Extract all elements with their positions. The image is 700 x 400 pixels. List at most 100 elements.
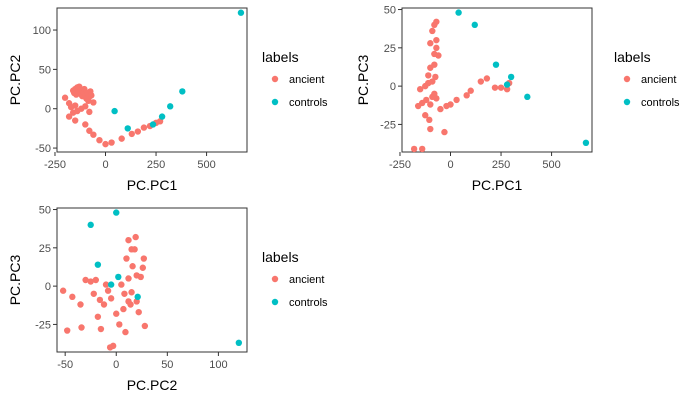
data-point-controls [87, 221, 94, 229]
data-point-ancient [139, 264, 147, 271]
x-tick-label: 100 [209, 359, 227, 371]
data-point-ancient [109, 342, 117, 350]
x-tick-label: 500 [542, 159, 560, 171]
data-point-ancient [77, 301, 84, 308]
x-tick-label: 250 [492, 159, 510, 171]
chart-3: -50 0 50 100 -25 0 25 50 PC.PC2 PC.PC3 labels ancie… [7, 205, 328, 393]
data-point-ancient [429, 78, 436, 85]
data-point-ancient [123, 255, 130, 262]
data-point-ancient [122, 328, 129, 336]
data-point-ancient [87, 278, 94, 285]
x-axis-title: PC.PC2 [127, 377, 178, 393]
data-point-ancient [90, 290, 97, 297]
data-point-ancient [125, 275, 132, 282]
data-point-ancient [104, 287, 112, 294]
x-tick-label: 50 [161, 359, 173, 371]
data-point-controls [471, 21, 478, 29]
data-point-ancient [433, 36, 440, 44]
data-point-controls [149, 121, 157, 128]
legend-label-controls: controls [289, 97, 328, 109]
data-point-ancient [426, 116, 433, 124]
data-point-ancient [447, 101, 454, 108]
data-point-controls [582, 139, 590, 147]
legend-title: labels [262, 49, 299, 65]
y-tick-label: 50 [384, 5, 396, 17]
data-point-ancient [92, 276, 100, 284]
data-point-ancient [441, 128, 448, 136]
data-point-ancient [116, 321, 123, 328]
data-point-ancient [94, 313, 102, 320]
y-axis-title: PC.PC3 [355, 55, 371, 106]
data-point-ancient [141, 322, 149, 330]
data-point-ancient [102, 140, 109, 148]
data-point-ancient [433, 44, 440, 52]
data-point-controls [492, 61, 500, 68]
x-tick-label: -50 [57, 359, 73, 371]
y-tick-label: 25 [384, 43, 396, 55]
y-tick-label: 25 [39, 243, 51, 255]
data-point-controls [524, 93, 531, 101]
legend-label-ancient: ancient [641, 74, 676, 86]
x-tick-label: -250 [389, 159, 411, 171]
plot-frame [401, 7, 593, 153]
data-point-ancient [429, 27, 436, 35]
data-point-controls [113, 209, 120, 216]
data-point-ancient [427, 40, 434, 47]
y-tick-label: 0 [45, 104, 51, 116]
data-point-ancient [69, 293, 76, 301]
data-point-ancient [107, 295, 115, 302]
data-point-ancient [133, 272, 140, 279]
data-point-ancient [483, 75, 491, 82]
data-point-ancient [433, 18, 440, 25]
data-point-ancient [134, 128, 142, 135]
data-point-ancient [129, 263, 136, 270]
legend-label-controls: controls [289, 297, 328, 309]
legend-key-ancient [271, 75, 279, 83]
data-point-ancient [410, 145, 418, 153]
data-point-ancient [419, 145, 426, 153]
data-point-ancient [427, 125, 434, 133]
y-tick-label: 0 [390, 81, 396, 93]
legend-title: labels [614, 49, 651, 65]
x-tick-label: -250 [44, 159, 66, 171]
x-tick-label: 0 [113, 359, 119, 371]
data-point-ancient [467, 87, 474, 94]
legend: labels ancient controls [262, 249, 328, 309]
data-point-ancient [132, 233, 139, 241]
data-point-ancient [425, 72, 432, 79]
data-point-ancient [82, 103, 89, 110]
y-tick-label: -25 [380, 119, 396, 131]
data-point-ancient [125, 236, 132, 244]
x-tick-label: 500 [197, 159, 215, 171]
legend-key-controls [271, 98, 279, 106]
legend-label-controls: controls [641, 97, 680, 109]
data-point-ancient [78, 324, 85, 331]
data-point-ancient [125, 298, 132, 305]
data-point-controls [455, 9, 462, 16]
data-point-ancient [140, 255, 148, 262]
data-point-controls [235, 339, 243, 347]
data-point-controls [94, 261, 102, 268]
data-point-ancient [71, 117, 79, 124]
data-point-controls [115, 273, 122, 281]
y-tick-label: 100 [33, 25, 51, 37]
legend-label-ancient: ancient [289, 274, 324, 286]
legend-key-controls [271, 298, 279, 306]
data-point-controls [503, 81, 511, 88]
data-point-ancient [118, 135, 125, 142]
data-point-ancient [64, 327, 71, 334]
y-tick-label: 0 [45, 281, 51, 293]
data-point-ancient [503, 85, 511, 93]
data-point-controls [111, 107, 118, 115]
data-point-ancient [113, 310, 120, 317]
data-point-ancient [90, 131, 97, 138]
data-point-ancient [135, 308, 142, 316]
x-tick-label: 0 [447, 159, 453, 171]
data-point-ancient [59, 287, 67, 294]
data-point-ancient [427, 101, 434, 108]
data-point-ancient [128, 130, 135, 138]
data-point-ancient [88, 92, 95, 99]
data-point-ancient [432, 73, 439, 81]
